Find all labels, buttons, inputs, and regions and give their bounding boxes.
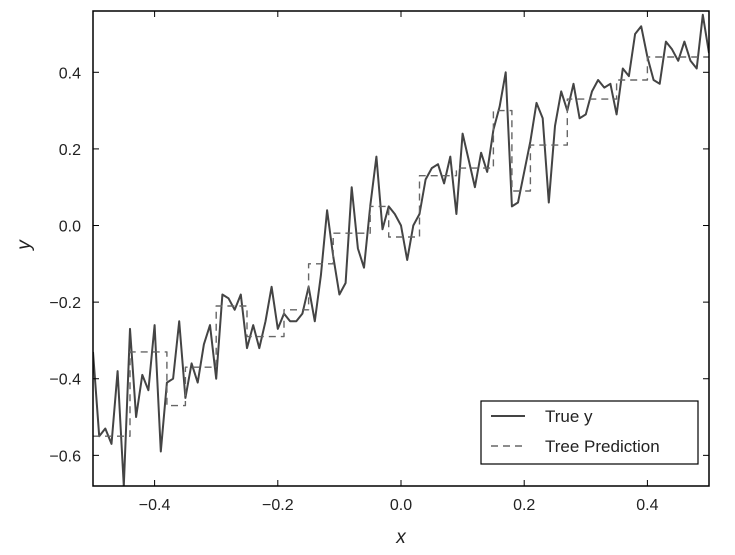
legend-box — [480, 400, 699, 465]
y-axis-label: y — [14, 239, 35, 252]
x-tick-label: 0.4 — [636, 497, 658, 514]
y-tick-label: −0.4 — [49, 372, 81, 389]
x-tick-label: −0.2 — [262, 497, 294, 514]
x-axis-label: x — [395, 527, 407, 548]
ticks-layer: −0.4 −0.2 0.0 0.2 0.4 −0.6 −0.4 −0.2 0.0 0.2 0.4 — [49, 11, 709, 514]
y-tick-label: −0.2 — [49, 295, 81, 312]
x-tick-label: 0.2 — [513, 497, 535, 514]
y-tick-label: −0.6 — [49, 448, 81, 465]
x-tick-label: −0.4 — [139, 497, 171, 514]
legend-label-true-y: True y — [545, 407, 593, 426]
y-tick-label: 0.0 — [59, 219, 81, 236]
legend: True y Tree Prediction — [480, 400, 699, 465]
series-line-true-y — [93, 13, 709, 486]
y-tick-label: 0.2 — [59, 142, 81, 159]
series-layer — [93, 13, 709, 486]
x-tick-label: 0.0 — [390, 497, 412, 514]
legend-label-tree-prediction: Tree Prediction — [545, 437, 660, 456]
y-tick-label: 0.4 — [59, 65, 81, 82]
series-line-tree-prediction — [93, 56, 709, 437]
